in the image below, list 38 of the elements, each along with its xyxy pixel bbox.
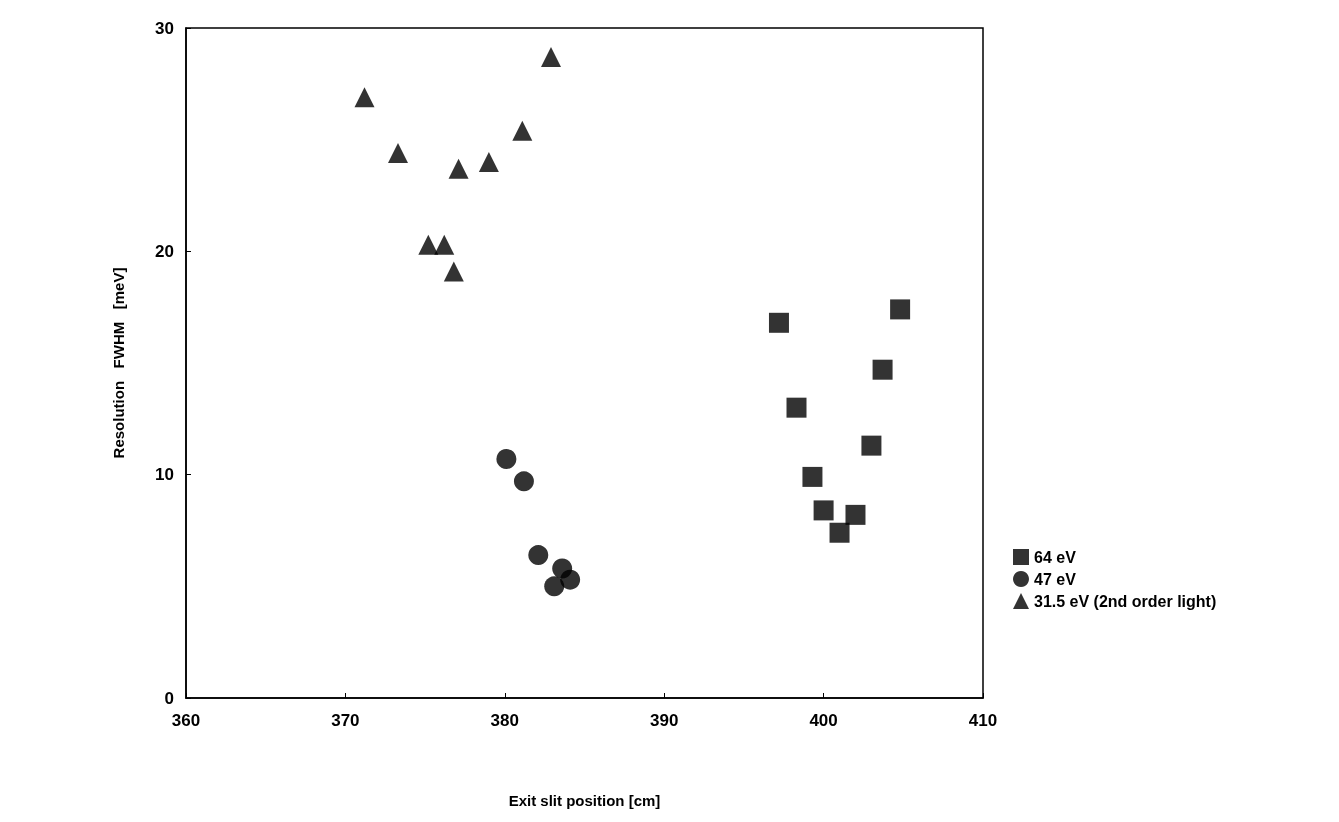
x-tick-label: 390 (650, 711, 679, 730)
x-axis-title: Exit slit position [cm] (508, 792, 661, 809)
point (448, 158, 469, 179)
x-tick-label: 400 (809, 711, 838, 730)
point (354, 87, 375, 108)
point (813, 500, 834, 521)
y-tick-label: 10 (155, 465, 174, 485)
point (802, 466, 823, 487)
y-axis-title: Resolution FWHM [meV] (110, 267, 127, 459)
point (786, 397, 807, 418)
point (560, 569, 581, 590)
point (512, 120, 533, 141)
point (443, 261, 464, 282)
point (388, 143, 408, 164)
point (829, 522, 850, 543)
point (544, 576, 565, 597)
x-tick-label: 380 (490, 711, 519, 730)
y-tick-label: 30 (155, 18, 174, 38)
point (861, 435, 882, 456)
point (768, 312, 789, 333)
y-tick-label: 0 (164, 688, 174, 708)
y-tick-label: 20 (155, 241, 174, 261)
point (845, 504, 866, 525)
x-tick-label: 410 (968, 711, 998, 730)
point (872, 359, 893, 380)
legend-label: 47 eV (1034, 570, 1077, 588)
point (890, 299, 911, 320)
legend-label: 64 eV (1034, 548, 1077, 566)
point (513, 471, 534, 492)
point (528, 545, 549, 566)
point (418, 234, 439, 255)
point (541, 47, 562, 68)
point (478, 152, 499, 172)
point (434, 234, 455, 255)
legend-label: 31.5 eV (2nd order light) (1034, 592, 1217, 610)
point (496, 449, 517, 470)
x-tick-label: 360 (171, 711, 201, 730)
x-tick-label: 370 (331, 711, 360, 730)
